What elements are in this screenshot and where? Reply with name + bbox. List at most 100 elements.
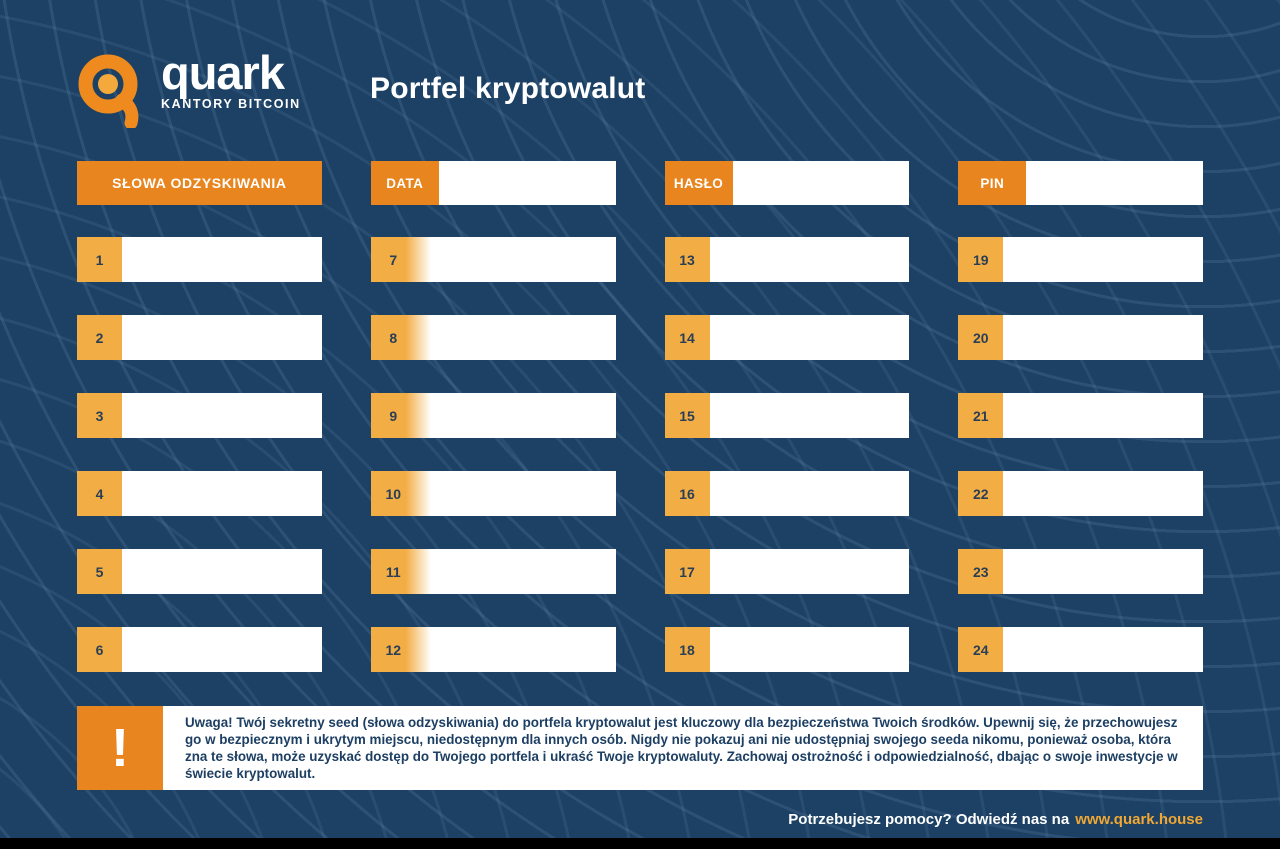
seed-word-field-20[interactable] (1003, 315, 1203, 360)
bottom-edge-bar (0, 838, 1280, 849)
seed-word-field-9[interactable] (431, 393, 616, 438)
row-number-3: 3 (77, 393, 122, 438)
seed-word-row-12: 12 (370, 627, 616, 672)
row-number-8: 8 (370, 315, 431, 360)
seed-word-row-19: 19 (958, 237, 1203, 282)
seed-word-field-10[interactable] (431, 471, 616, 516)
row-number-18: 18 (664, 627, 710, 672)
seed-word-field-21[interactable] (1003, 393, 1203, 438)
brand-name: quark (161, 46, 285, 99)
seed-word-row-2: 2 (77, 315, 322, 360)
seed-word-field-3[interactable] (122, 393, 322, 438)
row-number-12: 12 (370, 627, 431, 672)
row-number-19: 19 (958, 237, 1004, 282)
quark-q-icon (78, 54, 139, 128)
seed-words-header: SŁOWA ODZYSKIWANIA (77, 161, 322, 205)
seed-word-field-4[interactable] (122, 471, 322, 516)
seed-word-row-22: 22 (958, 471, 1203, 516)
row-number-22: 22 (958, 471, 1004, 516)
header-bar: quark KANTORY BITCOIN Portfel kryptowalu… (77, 46, 1203, 128)
pin-input[interactable] (1026, 161, 1203, 205)
seed-word-field-7[interactable] (431, 237, 616, 282)
seed-word-field-18[interactable] (710, 627, 910, 672)
seed-word-row-9: 9 (370, 393, 616, 438)
logo-text: quark KANTORY BITCOIN (161, 46, 301, 111)
seed-word-field-11[interactable] (431, 549, 616, 594)
seed-word-row-17: 17 (664, 549, 910, 594)
footer-help-text: Potrzebujesz pomocy? Odwiedź nas na (788, 811, 1070, 828)
page-title: Portfel kryptowalut (370, 72, 646, 105)
row-number-11: 11 (370, 549, 431, 594)
password-input[interactable] (733, 161, 910, 205)
password-field-group: HASŁO (664, 161, 910, 205)
row-number-23: 23 (958, 549, 1004, 594)
seed-word-field-14[interactable] (710, 315, 910, 360)
seed-word-row-18: 18 (664, 627, 910, 672)
seed-word-field-2[interactable] (122, 315, 322, 360)
column-seed-words-4: PIN 19 20 21 22 23 (958, 161, 1203, 672)
footer-website-link[interactable]: www.quark.house (1075, 811, 1203, 828)
date-input[interactable] (439, 161, 616, 205)
seed-word-row-24: 24 (958, 627, 1203, 672)
seed-word-row-1: 1 (77, 237, 322, 282)
seed-word-field-8[interactable] (431, 315, 616, 360)
row-number-10: 10 (370, 471, 431, 516)
seed-word-row-13: 13 (664, 237, 910, 282)
row-number-4: 4 (77, 471, 122, 516)
quark-logo: quark KANTORY BITCOIN (77, 46, 370, 128)
column-seed-words-1: SŁOWA ODZYSKIWANIA 1 2 3 4 5 6 (77, 161, 322, 672)
column-seed-words-3: HASŁO 13 14 15 16 17 (664, 161, 910, 672)
seed-word-field-22[interactable] (1003, 471, 1203, 516)
fields-grid: SŁOWA ODZYSKIWANIA 1 2 3 4 5 6 (77, 161, 1203, 672)
seed-word-row-8: 8 (370, 315, 616, 360)
footer: Potrzebujesz pomocy? Odwiedź nas na www.q… (77, 811, 1203, 828)
seed-word-field-5[interactable] (122, 549, 322, 594)
pin-label: PIN (958, 161, 1027, 205)
seed-word-row-21: 21 (958, 393, 1203, 438)
row-number-2: 2 (77, 315, 122, 360)
seed-word-field-23[interactable] (1003, 549, 1203, 594)
security-warning: ! Uwaga! Twój sekretny seed (słowa odzys… (77, 706, 1203, 790)
seed-word-field-6[interactable] (122, 627, 322, 672)
seed-word-field-16[interactable] (710, 471, 910, 516)
row-number-20: 20 (958, 315, 1004, 360)
seed-word-field-13[interactable] (710, 237, 910, 282)
pin-field-group: PIN (958, 161, 1203, 205)
row-number-21: 21 (958, 393, 1004, 438)
seed-word-field-24[interactable] (1003, 627, 1203, 672)
seed-word-row-16: 16 (664, 471, 910, 516)
seed-word-row-20: 20 (958, 315, 1203, 360)
row-number-9: 9 (370, 393, 431, 438)
row-number-6: 6 (77, 627, 122, 672)
seed-word-row-3: 3 (77, 393, 322, 438)
row-number-13: 13 (664, 237, 710, 282)
warning-text: Uwaga! Twój sekretny seed (słowa odzyski… (185, 715, 1178, 781)
brand-subtitle: KANTORY BITCOIN (161, 97, 301, 111)
seed-word-field-12[interactable] (431, 627, 616, 672)
seed-word-row-4: 4 (77, 471, 322, 516)
seed-word-field-19[interactable] (1003, 237, 1203, 282)
row-number-16: 16 (664, 471, 710, 516)
seed-word-field-17[interactable] (710, 549, 910, 594)
seed-word-field-15[interactable] (710, 393, 910, 438)
seed-word-field-1[interactable] (122, 237, 322, 282)
row-number-5: 5 (77, 549, 122, 594)
row-number-24: 24 (958, 627, 1004, 672)
row-number-14: 14 (664, 315, 710, 360)
seed-word-row-23: 23 (958, 549, 1203, 594)
row-number-7: 7 (370, 237, 431, 282)
date-label: DATA (370, 161, 439, 205)
seed-word-row-14: 14 (664, 315, 910, 360)
seed-word-row-7: 7 (370, 237, 616, 282)
row-number-15: 15 (664, 393, 710, 438)
seed-word-row-15: 15 (664, 393, 910, 438)
warning-body: Uwaga! Twój sekretny seed (słowa odzyski… (163, 706, 1203, 790)
row-number-17: 17 (664, 549, 710, 594)
column-seed-words-2: DATA 7 8 9 10 11 (370, 161, 616, 672)
seed-word-row-10: 10 (370, 471, 616, 516)
seed-word-row-6: 6 (77, 627, 322, 672)
seed-word-row-5: 5 (77, 549, 322, 594)
seed-word-row-11: 11 (370, 549, 616, 594)
date-field-group: DATA (370, 161, 616, 205)
